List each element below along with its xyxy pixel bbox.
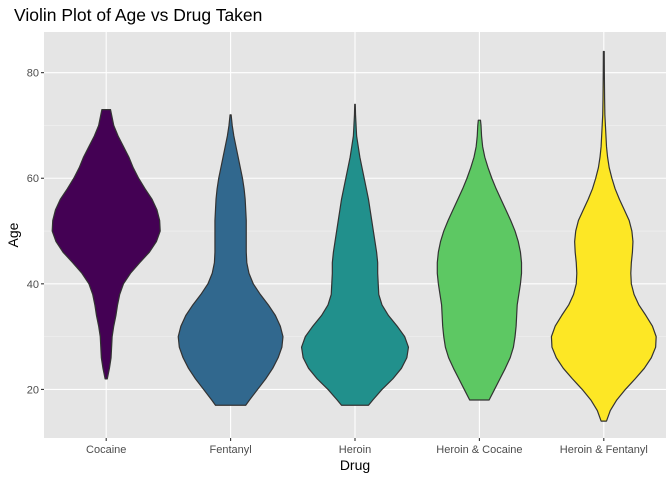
x-tick-label: Heroin & Cocaine xyxy=(436,444,522,456)
y-tick-label: 20 xyxy=(27,384,39,396)
violin-heroin xyxy=(300,103,410,406)
violin-heroin-cocaine xyxy=(436,119,523,401)
y-tick-label: 60 xyxy=(27,173,39,185)
chart-title: Violin Plot of Age vs Drug Taken xyxy=(14,5,262,25)
x-tick-label: Heroin xyxy=(339,444,371,456)
x-axis-title: Drug xyxy=(340,457,370,473)
y-axis: 20 40 60 80 xyxy=(27,68,44,396)
x-tick-label: Heroin & Fentanyl xyxy=(560,444,648,456)
violin-cocaine xyxy=(51,109,161,380)
y-axis-title: Age xyxy=(5,222,21,247)
x-axis: Cocaine Fentanyl Heroin Heroin & Cocaine Her… xyxy=(86,438,648,456)
y-tick-label: 80 xyxy=(27,68,39,80)
violin-heroin-fentanyl xyxy=(550,50,657,422)
x-tick-label: Fentanyl xyxy=(209,444,251,456)
x-tick-label: Cocaine xyxy=(86,444,126,456)
violins xyxy=(51,50,657,422)
violin-fentanyl xyxy=(177,114,284,406)
y-tick-label: 40 xyxy=(27,279,39,291)
